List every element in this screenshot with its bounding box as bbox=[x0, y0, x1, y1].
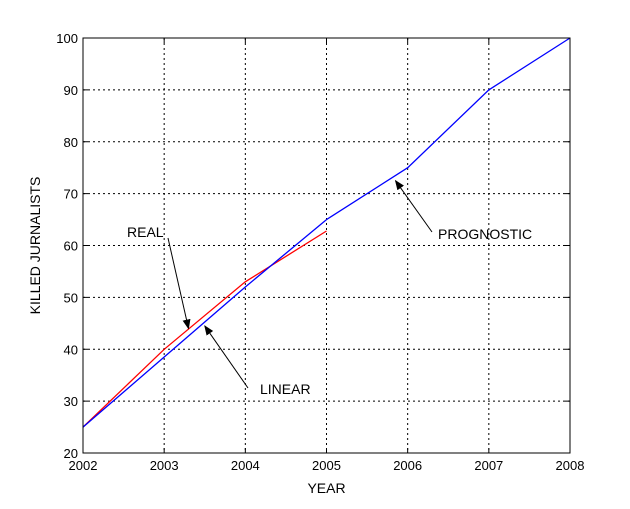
series-group bbox=[82, 37, 571, 428]
annotation-label-real: REAL bbox=[127, 224, 164, 240]
annotation-arrow-linear bbox=[204, 325, 249, 389]
x-tick-label-2005: 2005 bbox=[312, 458, 341, 473]
y-tick-label-30: 30 bbox=[64, 394, 78, 409]
x-tick-label-2002: 2002 bbox=[69, 458, 98, 473]
annotation-arrow-real bbox=[167, 237, 191, 330]
y-tick-label-100: 100 bbox=[56, 31, 78, 46]
y-axis-label: KILLED JURNALISTS bbox=[27, 177, 43, 315]
series-line-real bbox=[82, 230, 327, 428]
y-tick-label-50: 50 bbox=[64, 290, 78, 305]
series-line-linear bbox=[82, 219, 327, 428]
annotation-arrow-prognostic bbox=[394, 179, 433, 233]
series-line-prognostic bbox=[326, 37, 571, 221]
x-tick-label-2003: 2003 bbox=[150, 458, 179, 473]
x-axis-label: YEAR bbox=[307, 480, 345, 496]
ticks: 2002 2003 2004 2005 2006 2007 2008 20 30 40 50 60 70… bbox=[56, 31, 584, 473]
y-tick-label-20: 20 bbox=[64, 446, 78, 461]
y-tick-label-40: 40 bbox=[64, 342, 78, 357]
x-tick-label-2006: 2006 bbox=[393, 458, 422, 473]
annotation-label-prognostic: PROGNOSTIC bbox=[438, 226, 532, 242]
y-tick-label-70: 70 bbox=[64, 187, 78, 202]
x-tick-label-2008: 2008 bbox=[556, 458, 585, 473]
annotations: REAL LINEAR PROGNOSTIC bbox=[127, 179, 532, 397]
y-tick-label-80: 80 bbox=[64, 135, 78, 150]
y-tick-label-60: 60 bbox=[64, 239, 78, 254]
y-tick-label-90: 90 bbox=[64, 83, 78, 98]
x-tick-label-2004: 2004 bbox=[231, 458, 260, 473]
x-tick-label-2007: 2007 bbox=[474, 458, 503, 473]
annotation-label-linear: LINEAR bbox=[260, 381, 311, 397]
